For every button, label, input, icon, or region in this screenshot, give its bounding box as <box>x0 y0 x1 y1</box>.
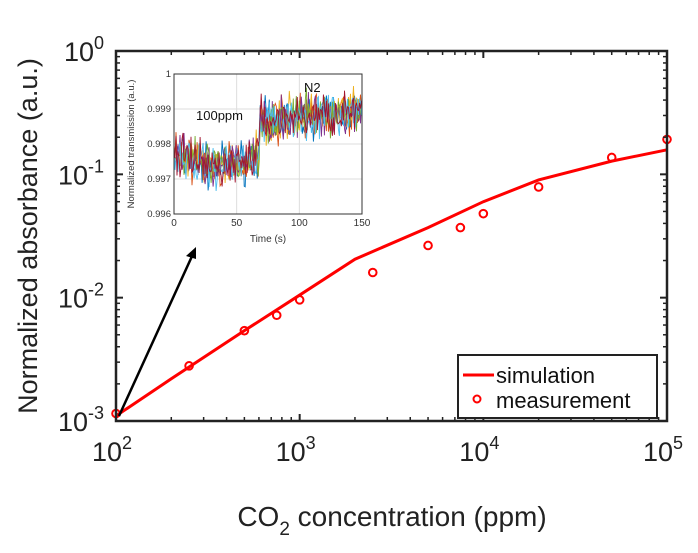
inset-x-tick-label: 100 <box>291 218 308 229</box>
inset-trace <box>173 87 362 183</box>
inset-y-tick-label: 0.999 <box>147 104 171 115</box>
inset-y-label: Normalized transmission (a.u.) <box>126 80 137 209</box>
measurement-point <box>455 222 466 233</box>
legend: simulation measurement <box>457 354 658 419</box>
y-tick-label: 10-2 <box>58 280 104 314</box>
arrowhead <box>186 247 196 259</box>
y-tick-label: 10-1 <box>58 156 104 190</box>
legend-measurement-label: measurement <box>496 388 631 413</box>
x-tick-label: 102 <box>92 433 132 467</box>
measurement-point <box>533 182 544 192</box>
x-tick-label: 105 <box>643 433 683 467</box>
measurement-point <box>294 295 305 305</box>
x-tick-label: 103 <box>276 433 316 467</box>
inset-y-tick-label: 0.997 <box>147 174 171 185</box>
simulation-line <box>115 148 668 418</box>
inset-frame <box>173 73 363 215</box>
legend-simulation-label: simulation <box>496 363 595 388</box>
measurement-point <box>606 152 617 163</box>
measurement-point <box>271 310 282 321</box>
annotation-arrow <box>117 253 195 417</box>
inset-x-tick-label: 0 <box>171 218 177 229</box>
x-axis-label: CO2 concentration (ppm) <box>237 501 546 540</box>
plot-frame <box>114 49 669 423</box>
y-axis-label: Normalized absorbance (a.u.) <box>13 58 43 414</box>
y-tick-label: 100 <box>64 33 104 67</box>
inset-y-tick-label: 0.998 <box>147 139 171 150</box>
inset-trace <box>173 94 362 192</box>
inset-x-label: Time (s) <box>250 234 286 245</box>
inset-trace <box>173 90 362 187</box>
x-tick-label: 104 <box>459 433 499 467</box>
measurement-point <box>423 240 433 251</box>
inset-x-tick-label: 150 <box>354 218 371 229</box>
y-tick-label: 10-3 <box>58 403 104 437</box>
inset-y-tick-label: 1 <box>166 69 171 80</box>
measurement-point <box>184 361 194 371</box>
inset-annotation-n2: N2 <box>304 80 321 95</box>
measurement-point <box>478 208 489 219</box>
measurement-point <box>239 325 250 336</box>
legend-measurement-swatch <box>472 394 482 404</box>
inset-y-tick-label: 0.996 <box>147 209 171 220</box>
inset-x-tick-label: 50 <box>231 218 243 229</box>
measurement-point <box>367 267 378 278</box>
inset-annotation-100ppm: 100ppm <box>196 108 243 123</box>
